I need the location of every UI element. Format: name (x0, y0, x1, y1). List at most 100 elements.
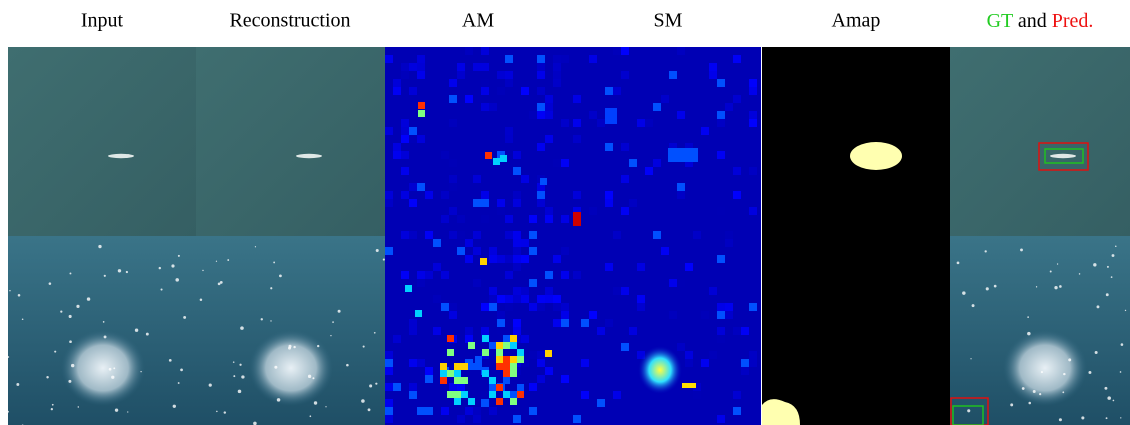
heatmap-cell (480, 258, 487, 265)
heatmap-cell (503, 356, 510, 363)
heatmap-cell (457, 247, 465, 255)
heatmap-cell (385, 351, 393, 359)
sparkle (183, 315, 187, 319)
heatmap-cell (496, 384, 503, 391)
image-grid (7, 47, 1130, 425)
heatmap-cell (497, 295, 505, 303)
heatmap-cell (505, 295, 513, 303)
heatmap-cell (733, 191, 741, 199)
heatmap-cell (465, 239, 473, 247)
heatmap-cell (529, 383, 537, 391)
heatmap-cell (621, 207, 629, 215)
heatmap-cell (409, 199, 417, 207)
sparkle (337, 309, 341, 313)
heatmap-cell (449, 183, 457, 191)
sparkle (274, 365, 278, 369)
heatmap-cell (473, 63, 481, 71)
sparkle (233, 375, 236, 378)
glare (1003, 330, 1087, 406)
heatmap-cell (497, 71, 505, 79)
sparkle (145, 332, 149, 336)
heatmap-cell (513, 327, 521, 335)
heatmap-cell (510, 391, 517, 398)
heatmap-cell (537, 71, 545, 79)
sparkle (1058, 418, 1062, 422)
heatmap-cell (553, 295, 561, 303)
heatmap-cell (425, 191, 433, 199)
sparkle (1020, 248, 1023, 252)
heatmap-cell (537, 303, 545, 311)
heatmap-cell (597, 119, 605, 127)
heatmap-cell (473, 279, 481, 287)
sparkle (307, 374, 312, 379)
heatmap-cell (561, 215, 569, 223)
heatmap-cell (725, 311, 733, 319)
heatmap-cell (517, 391, 524, 398)
heatmap-cell (553, 319, 561, 327)
heatmap-cell (393, 143, 401, 151)
heatmap-cell (449, 119, 457, 127)
sparkle (1059, 285, 1062, 288)
heatmap-cell (401, 151, 409, 159)
heatmap-cell (709, 287, 717, 295)
heatmap-cell (589, 207, 597, 215)
heatmap-cell (621, 71, 629, 79)
heatmap-cell (401, 231, 409, 239)
heatmap-cell (669, 143, 677, 151)
heatmap-cell (481, 215, 489, 223)
heatmap-cell (417, 55, 425, 63)
heatmap-cell (447, 370, 454, 377)
sparkle (219, 280, 223, 284)
heatmap-cell (393, 87, 401, 95)
sparkle (317, 344, 320, 348)
heatmap-cell (454, 398, 461, 405)
heatmap-cell (417, 271, 425, 279)
heatmap-cell (597, 327, 605, 335)
heatmap-cell (561, 247, 569, 255)
heatmap-cell (521, 87, 529, 95)
heatmap-cell (465, 47, 473, 55)
heatmap-cell (505, 303, 513, 311)
heatmap-cell (521, 287, 529, 295)
heatmap-cell (409, 63, 417, 71)
heatmap-cell (677, 111, 685, 119)
column-header: GT and Pred. (987, 10, 1094, 32)
sparkle (985, 287, 989, 291)
heatmap-cell (513, 191, 521, 199)
heatmap-cell (489, 103, 497, 111)
heatmap-cell (468, 363, 475, 370)
heatmap-cell (401, 135, 409, 143)
heatmap-cell (537, 351, 545, 359)
heatmap-cell (425, 271, 433, 279)
heatmap-cell (521, 175, 529, 183)
heatmap-cell (481, 103, 489, 111)
heatmap-cell (513, 255, 521, 263)
sparkle (367, 408, 371, 412)
sparkle (46, 376, 49, 379)
heatmap-cell (401, 167, 409, 175)
heatmap-cell (457, 71, 465, 79)
heatmap-cell (589, 111, 597, 119)
sparkle (993, 284, 997, 288)
sparkle (114, 408, 119, 412)
sparkle (346, 363, 349, 367)
heatmap-cell (497, 207, 505, 215)
heatmap-cell (537, 247, 545, 255)
sparkle (17, 293, 21, 297)
heatmap-cell (529, 231, 537, 239)
heatmap-cell (417, 71, 425, 79)
sparkle (140, 370, 142, 373)
heatmap-cell (605, 199, 613, 207)
heatmap-cell (717, 303, 725, 311)
sparkle (971, 304, 975, 308)
sparkle (325, 406, 327, 408)
sparkle (199, 298, 203, 302)
heatmap-cell (561, 159, 569, 167)
heatmap-cell (561, 311, 569, 319)
heatmap-cell (441, 151, 449, 159)
heatmap-cell (682, 383, 696, 388)
heatmap-cell (496, 398, 503, 405)
heatmap-cell (717, 311, 725, 319)
heatmap-cell (529, 351, 537, 359)
sparkle (1096, 305, 1100, 309)
